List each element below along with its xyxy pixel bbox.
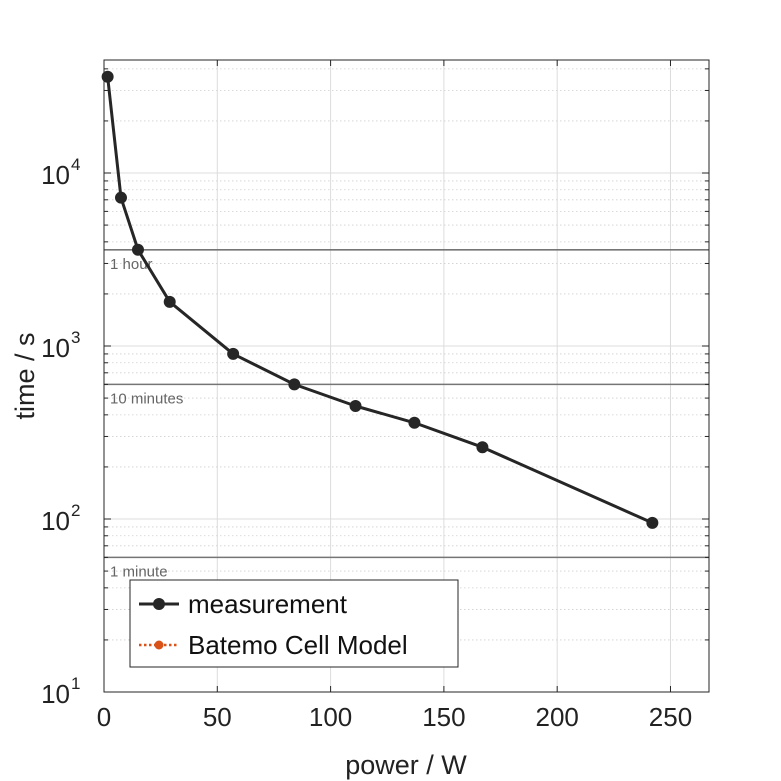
- plot-frame: [103, 59, 710, 693]
- data-point: [476, 441, 489, 454]
- data-point: [408, 416, 421, 429]
- x-tick-label: 250: [649, 702, 692, 732]
- y-axis-label: time / s: [10, 332, 40, 419]
- legend-swatch-marker-batemo: [154, 640, 164, 650]
- y-tick-label: 10: [41, 333, 70, 363]
- legend-box: [129, 579, 459, 668]
- x-tick-label: 100: [309, 702, 352, 732]
- legend-label-measurement: measurement: [188, 589, 348, 619]
- data-point: [101, 70, 114, 83]
- data-point: [349, 399, 362, 412]
- x-tick-label: 0: [97, 702, 111, 732]
- x-tick-label: 50: [203, 702, 232, 732]
- y-tick-label-exponent: 1: [71, 674, 80, 693]
- y-tick-label-exponent: 4: [71, 155, 80, 174]
- data-point: [646, 516, 659, 529]
- series-0: [101, 70, 659, 529]
- y-tick-label-exponent: 2: [71, 501, 80, 520]
- data-point: [227, 347, 240, 360]
- reference-line-label: 1 minute: [110, 563, 168, 580]
- data-point: [114, 191, 127, 204]
- y-tick-label: 10: [41, 679, 70, 709]
- x-tick-label: 200: [535, 702, 578, 732]
- reference-line-label: 1 hour: [110, 256, 153, 273]
- y-tick-label: 10: [41, 160, 70, 190]
- x-tick-label: 150: [422, 702, 465, 732]
- data-point: [163, 295, 176, 308]
- legend-swatch-marker-measurement: [153, 598, 165, 610]
- grid-layer: [103, 60, 709, 693]
- x-axis-label: power / W: [345, 750, 467, 780]
- y-tick-label: 10: [41, 506, 70, 536]
- series-line: [106, 76, 653, 525]
- data-point: [131, 243, 144, 256]
- data-point: [288, 378, 301, 391]
- legend-label-batemo: Batemo Cell Model: [188, 630, 408, 660]
- legend: measurement Batemo Cell Model: [129, 579, 459, 668]
- y-tick-label-exponent: 3: [71, 328, 80, 347]
- series-layer: [101, 70, 659, 529]
- reference-line-label: 10 minutes: [110, 390, 183, 407]
- reference-lines: 1 hour 10 minutes 1 minute: [104, 248, 709, 580]
